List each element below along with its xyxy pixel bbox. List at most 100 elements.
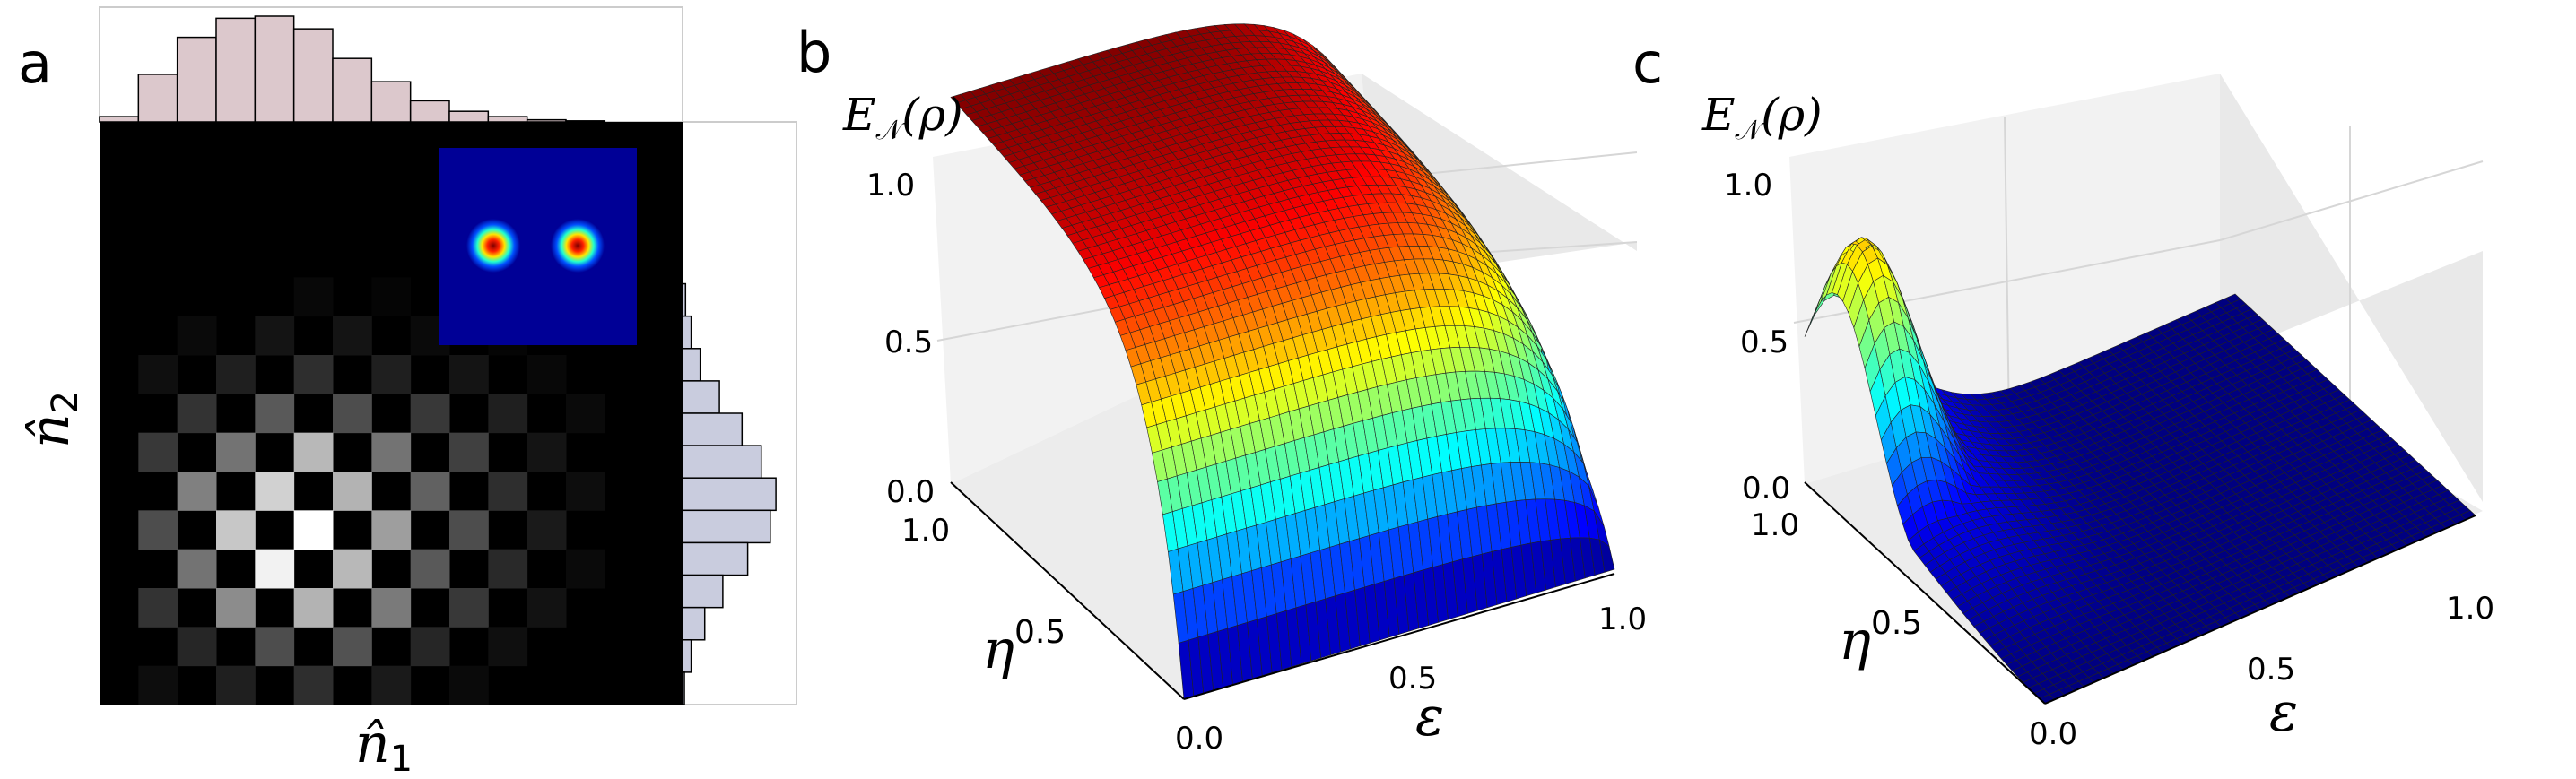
heatmap-cell bbox=[488, 394, 528, 434]
heatmap-cell bbox=[371, 355, 412, 394]
heatmap-cell bbox=[138, 588, 178, 628]
b-xtick-05: 0.5 bbox=[1388, 661, 1437, 697]
heatmap-cell bbox=[177, 549, 217, 589]
heatmap-cell bbox=[293, 355, 334, 394]
heatmap-cell bbox=[566, 549, 605, 589]
marginal-right-bar bbox=[679, 348, 701, 382]
b-xtick-0: 0.0 bbox=[1175, 721, 1223, 757]
marginal-right-bar bbox=[679, 606, 706, 641]
marginal-right-bar bbox=[679, 380, 720, 414]
heatmap-cell bbox=[177, 627, 217, 667]
heatmap-cell bbox=[177, 394, 217, 434]
b-xtick-1: 1.0 bbox=[1598, 602, 1647, 637]
marginal-top-bar bbox=[99, 116, 140, 123]
heatmap-cell bbox=[293, 588, 334, 628]
heatmap-cell bbox=[333, 394, 372, 434]
heatmap-cell bbox=[216, 510, 256, 550]
heatmap-cell bbox=[293, 665, 334, 705]
c-ztick-05: 0.5 bbox=[1740, 325, 1788, 360]
photon-number-heatmap bbox=[100, 122, 683, 705]
b-zlabel: E𝒩(ρ) bbox=[842, 89, 963, 146]
heatmap-cell bbox=[371, 432, 412, 472]
c-side-wall bbox=[2220, 74, 2483, 502]
b-ylabel: η0.5 bbox=[982, 614, 1066, 681]
c-xtick-0: 0.0 bbox=[2029, 716, 2077, 752]
heatmap-cell bbox=[488, 549, 528, 589]
inset-blob-left bbox=[466, 219, 520, 273]
svg-text:n̂2: n̂2 bbox=[19, 391, 86, 448]
marginal-top-histogram bbox=[99, 15, 606, 123]
heatmap-cell bbox=[371, 510, 412, 550]
heatmap-cell bbox=[527, 588, 567, 628]
heatmap-cell bbox=[527, 355, 567, 394]
heatmap-cell bbox=[177, 316, 217, 356]
marginal-top-bar bbox=[137, 74, 178, 123]
c-surface bbox=[1804, 237, 2476, 705]
heatmap-cell bbox=[449, 665, 489, 705]
heatmap-cell bbox=[293, 510, 334, 550]
heatmap-cell bbox=[255, 549, 295, 589]
heatmap-cell bbox=[138, 510, 178, 550]
heatmap-cell bbox=[449, 510, 489, 550]
marginal-top-bar bbox=[254, 15, 295, 123]
heatmap-cell bbox=[255, 472, 295, 511]
heatmap-cell bbox=[138, 432, 178, 472]
heatmap-y-label: n̂2 bbox=[19, 391, 86, 448]
panel-c-label: c bbox=[1632, 30, 1663, 96]
marginal-right-bar bbox=[679, 477, 777, 512]
heatmap-cell bbox=[488, 627, 528, 667]
panel-a: a n̂1 n̂2 bbox=[18, 6, 797, 779]
heatmap-cell bbox=[333, 472, 372, 511]
b-xlabel: ε bbox=[1415, 686, 1444, 749]
b-surface bbox=[950, 23, 1615, 700]
wigner-inset bbox=[439, 148, 637, 345]
c-ztick-0: 0.0 bbox=[1742, 471, 1790, 506]
marginal-right-histogram bbox=[679, 250, 777, 705]
heatmap-cell bbox=[333, 549, 372, 589]
heatmap-cell bbox=[449, 588, 489, 628]
c-xtick-1: 1.0 bbox=[2446, 591, 2494, 627]
heatmap-x-label: n̂1 bbox=[355, 713, 413, 779]
heatmap-cell bbox=[449, 355, 489, 394]
marginal-right-bar bbox=[679, 541, 749, 576]
heatmap-cell bbox=[293, 432, 334, 472]
heatmap-cell bbox=[255, 316, 295, 356]
marginal-right-bar bbox=[679, 445, 762, 479]
c-xtick-05: 0.5 bbox=[2247, 652, 2295, 688]
heatmap-cell bbox=[216, 432, 256, 472]
panel-c: c E𝒩(ρ) 1.0 0.5 0.0 1.0 η0.5 0.0 0.5 1.0… bbox=[1632, 30, 2494, 752]
heatmap-cell bbox=[410, 394, 450, 434]
heatmap-cell bbox=[371, 588, 412, 628]
marginal-top-bar bbox=[526, 118, 567, 123]
heatmap-cell bbox=[371, 665, 412, 705]
heatmap-cell bbox=[177, 472, 217, 511]
b-ztick-05: 0.5 bbox=[884, 325, 933, 360]
heatmap-cell bbox=[371, 277, 412, 317]
marginal-right-bar bbox=[679, 509, 771, 544]
heatmap-cell bbox=[410, 549, 450, 589]
marginal-top-bar bbox=[487, 116, 528, 123]
b-ytick-1: 1.0 bbox=[901, 513, 950, 549]
panel-a-label: a bbox=[18, 30, 52, 96]
marginal-top-bar bbox=[215, 17, 257, 123]
heatmap-cell bbox=[333, 316, 372, 356]
marginal-top-bar bbox=[565, 120, 606, 123]
marginal-top-bar bbox=[332, 57, 373, 123]
heatmap-cell bbox=[216, 355, 256, 394]
heatmap-cell bbox=[293, 277, 334, 317]
marginal-top-bar bbox=[292, 28, 334, 123]
heatmap-cell bbox=[138, 355, 178, 394]
heatmap-cell bbox=[255, 627, 295, 667]
c-ztick-1: 1.0 bbox=[1724, 168, 1772, 203]
heatmap-cell bbox=[449, 432, 489, 472]
heatmap-cell bbox=[410, 472, 450, 511]
heatmap-cell bbox=[216, 588, 256, 628]
inset-blob-right bbox=[551, 219, 605, 273]
b-surface-patch bbox=[1598, 539, 1615, 573]
panel-b: b E𝒩(ρ) 1.0 0.5 0.0 1.0 η0.5 0.0 0.5 1.0… bbox=[796, 20, 1647, 757]
heatmap-cell bbox=[333, 627, 372, 667]
c-xlabel: ε bbox=[2269, 681, 2298, 744]
marginal-top-bar bbox=[176, 36, 217, 123]
heatmap-cell bbox=[527, 432, 567, 472]
c-axes bbox=[1804, 481, 2476, 705]
